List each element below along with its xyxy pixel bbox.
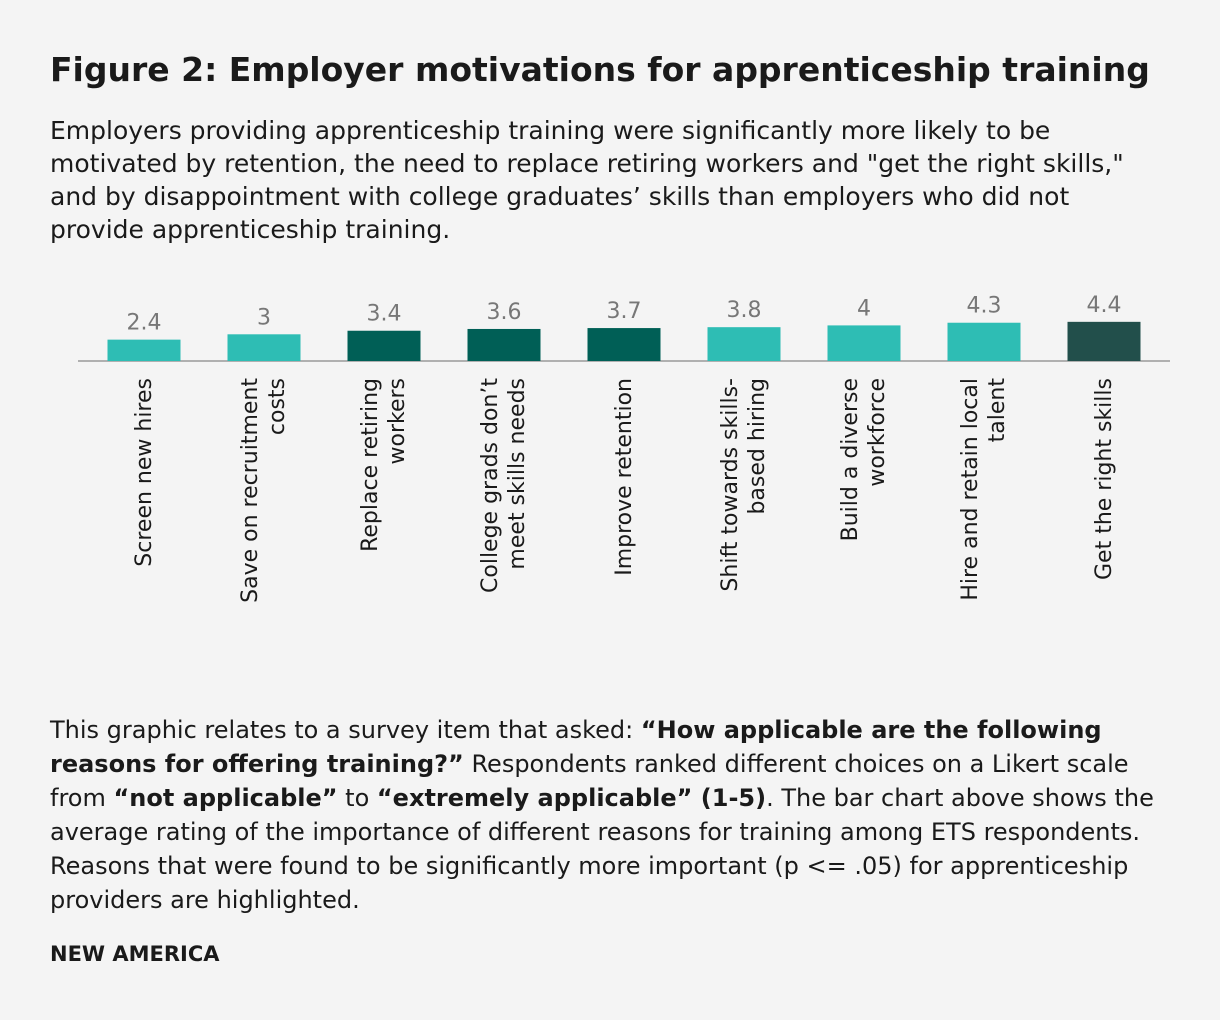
note-segment: “not applicable”	[113, 784, 338, 812]
x-tick-label: Screen new hires	[131, 378, 157, 567]
bar	[587, 328, 661, 361]
bar	[227, 334, 301, 361]
source: NEW AMERICA	[50, 942, 220, 966]
note-segment: . The bar chart above shows the average …	[50, 784, 1154, 914]
x-tick-label: Replace retiring workers	[358, 378, 410, 552]
note-segment: “How applicable are the following reason…	[50, 716, 1102, 778]
value-label: 3	[257, 305, 271, 330]
value-label: 3.6	[487, 300, 522, 325]
bar	[467, 328, 541, 361]
chart-subtitle: Employers providing apprenticeship train…	[50, 116, 1124, 244]
note-segment: This graphic relates to a survey item th…	[50, 716, 641, 744]
note: This graphic relates to a survey item th…	[50, 713, 1160, 917]
bar	[947, 322, 1021, 361]
note-segment: to	[337, 784, 377, 812]
value-label: 4.3	[967, 294, 1002, 319]
value-label: 3.7	[607, 299, 642, 324]
x-tick-label: Save on recruitment costs	[238, 378, 290, 603]
chart: 2.4 3 3.4 3.6 3.7 3.8 4 4.3 4.4	[78, 293, 1170, 362]
bar	[707, 327, 781, 361]
x-tick-label: Build a diverse workforce	[838, 378, 890, 542]
bar	[1067, 321, 1141, 361]
value-label: 4.4	[1087, 293, 1122, 318]
value-label: 3.8	[727, 298, 762, 323]
bar	[347, 330, 421, 361]
value-label: 4	[857, 296, 871, 321]
x-tick-label: Get the right skills	[1091, 378, 1117, 580]
bar	[827, 325, 901, 361]
note-segment: Respondents ranked different choices on …	[50, 750, 1129, 812]
x-tick-label: Improve retention	[611, 378, 637, 576]
bar	[107, 339, 181, 361]
x-tick-label: Hire and retain local talent	[958, 378, 1010, 601]
x-tick-label: Shift towards skills-based hiring	[718, 378, 770, 592]
note-segment: “extremely applicable” (1-5)	[376, 784, 767, 812]
value-label: 2.4	[127, 311, 162, 336]
value-label: 3.4	[367, 302, 402, 327]
chart-title: Figure 2: Employer motivations for appre…	[50, 50, 1150, 89]
x-tick-label: College grads don’t meet skills needs	[478, 378, 530, 593]
